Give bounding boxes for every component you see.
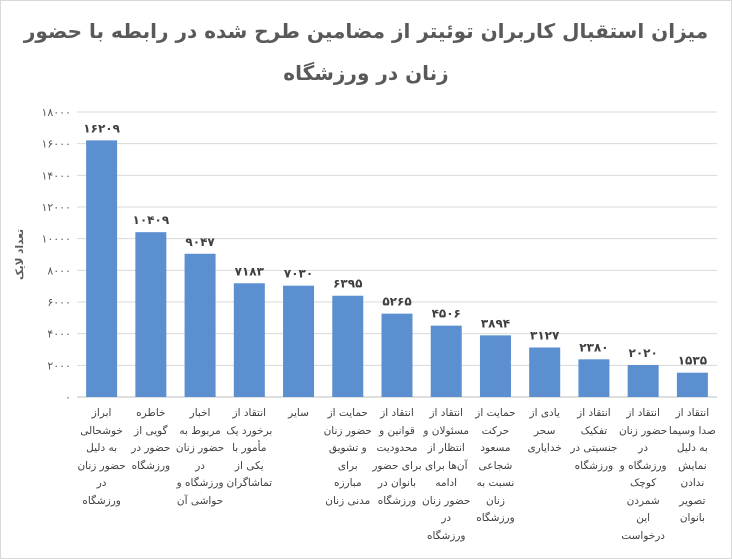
- x-tick-label: یادی از سحر خدایاری: [527, 407, 562, 454]
- bar: [381, 313, 413, 397]
- y-tick-label: ۱۰۰۰۰: [41, 233, 71, 246]
- x-tick-label: انتقاد از حضور زنان در ورزشگاه و کوچک شم…: [618, 407, 668, 542]
- bar: [430, 325, 462, 397]
- bar: [479, 335, 511, 397]
- bar: [233, 283, 265, 397]
- data-label: ۱۶۲۰۹: [83, 121, 120, 135]
- y-tick-label: ۱۶۰۰۰: [41, 138, 71, 151]
- y-tick-label: ۱۲۰۰۰: [41, 201, 71, 214]
- x-tick-label: حمایت از حرکت مسعود شجاعی نسبت به زنان و…: [475, 407, 516, 524]
- x-tick-label: خاطره گویی از حضور در ورزشگاه: [131, 407, 171, 472]
- x-tick-label: حمایت از حضور زنان و تشویق برای مبارزه م…: [323, 407, 372, 507]
- y-axis-title: تعداد لایک: [14, 229, 26, 280]
- y-tick-label: ۸۰۰۰: [47, 264, 71, 277]
- bar: [529, 347, 561, 397]
- data-label: ۴۵۰۶: [432, 307, 461, 321]
- data-label: ۷۰۳۰: [284, 267, 313, 281]
- x-tick-label: انتقاد از قوانین و محدودیت برای حضور بان…: [372, 407, 422, 507]
- data-label: ۹۰۴۷: [185, 235, 215, 249]
- data-label: ۱۰۴۰۹: [133, 213, 170, 227]
- bar: [332, 295, 364, 397]
- x-tick-label: ابراز خوشحالی به دلیل حضور زنان در ورزشگ…: [77, 407, 126, 507]
- bar: [135, 232, 167, 397]
- data-label: ۱۵۳۵: [678, 354, 707, 368]
- data-label: ۳۸۹۴: [481, 316, 510, 330]
- bar: [578, 359, 610, 397]
- y-tick-label: ۱۸۰۰۰: [41, 106, 71, 119]
- x-tick-label: سایر: [288, 407, 309, 419]
- bar: [283, 285, 315, 397]
- y-tick-label: ۱۴۰۰۰: [41, 169, 71, 182]
- bar: [86, 140, 118, 398]
- bar: [676, 372, 708, 397]
- x-tick-label: انتقاد از مسئولان و انتظار از آن‌ها برای…: [422, 407, 471, 542]
- x-tick-label: انتقاد از برخورد یک مأمور با یکی از تماش…: [226, 407, 273, 489]
- data-label: ۷۱۸۳: [235, 264, 265, 278]
- data-label: ۲۳۸۰: [579, 340, 608, 354]
- data-label: ۵۲۶۵: [382, 295, 411, 309]
- chart-title-line1: میزان استقبال کاربران توئیتر از مضامین ط…: [23, 19, 709, 43]
- x-tick-label: انتقاد از صدا وسیما به دلیل نمایش ندادن …: [668, 407, 716, 524]
- data-label: ۶۳۹۵: [333, 277, 362, 291]
- chart-title-line2: زنان در ورزشگاه: [283, 61, 449, 85]
- y-tick-label: ۴۰۰۰: [47, 328, 71, 341]
- y-tick-label: ۲۰۰۰: [47, 359, 71, 372]
- y-tick-label: ۶۰۰۰: [47, 296, 71, 309]
- x-tick-label: انتقاد از تفکیک جنسیتی در ورزشگاه: [570, 407, 618, 472]
- data-label: ۳۱۲۷: [530, 328, 560, 342]
- y-tick-label: ۰: [65, 391, 71, 404]
- bar: [627, 365, 659, 397]
- bar: [184, 253, 216, 397]
- x-tick-label: اخبار مربوط به حضور زنان در ورزشگاه و حو…: [175, 407, 225, 507]
- data-label: ۲۰۲۰: [629, 346, 658, 360]
